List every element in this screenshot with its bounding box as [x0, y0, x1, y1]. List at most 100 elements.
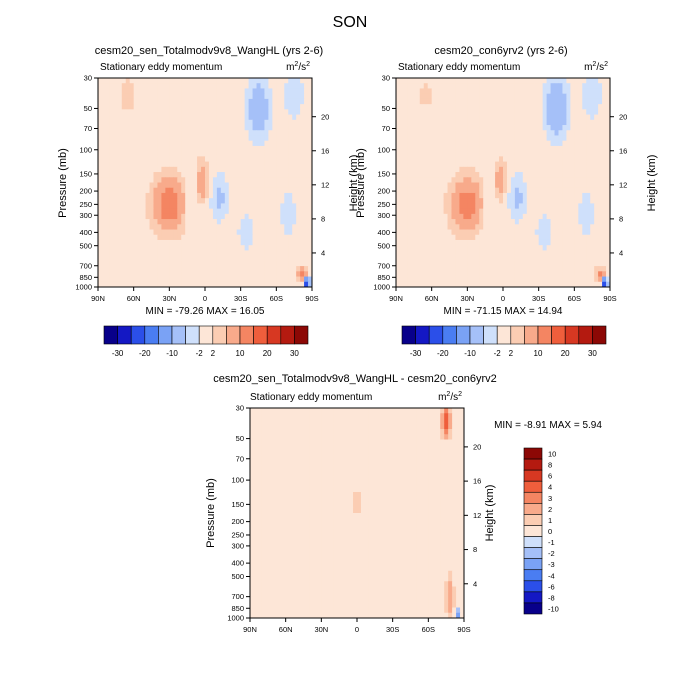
field-cell — [244, 130, 249, 136]
field-cell — [284, 219, 289, 225]
height-tick-label: 4 — [619, 249, 623, 258]
field-cell — [341, 423, 346, 430]
field-cell — [276, 88, 281, 95]
field-cell — [447, 151, 452, 157]
field-cell — [403, 260, 409, 267]
field-cell — [558, 125, 563, 131]
field-cell — [403, 104, 409, 110]
field-cell — [345, 429, 350, 435]
field-cell — [185, 250, 190, 257]
y-tick-label: 300 — [79, 211, 92, 220]
field-cell — [185, 266, 190, 272]
field-cell — [212, 83, 218, 89]
field-cell — [396, 119, 401, 126]
field-cell — [510, 104, 516, 110]
field-cell — [443, 125, 448, 131]
field-cell — [133, 145, 139, 152]
field-cell — [558, 98, 563, 105]
field-cell — [248, 130, 253, 136]
field-cell — [427, 255, 433, 262]
field-cell — [566, 172, 571, 178]
field-cell — [602, 130, 607, 136]
field-cell — [228, 119, 234, 126]
field-cell — [463, 109, 468, 115]
field-cell — [499, 109, 504, 115]
field-cell — [570, 104, 575, 110]
field-cell — [109, 213, 115, 220]
field-cell — [439, 245, 444, 251]
field-cell — [117, 166, 123, 173]
field-cell — [574, 234, 579, 241]
field-cell — [542, 109, 547, 115]
field-cell — [574, 161, 579, 168]
field-cell — [542, 239, 547, 246]
field-cell — [121, 130, 127, 136]
field-cell — [432, 408, 437, 414]
field-cell — [526, 172, 532, 178]
field-cell — [475, 229, 480, 236]
field-cell — [526, 130, 532, 136]
field-cell — [463, 83, 468, 89]
field-cell — [109, 140, 115, 147]
field-cell — [586, 219, 591, 225]
field-cell — [197, 245, 202, 251]
field-cell — [392, 418, 398, 425]
field-cell — [558, 213, 563, 220]
field-cell — [518, 208, 524, 215]
field-cell — [216, 78, 222, 84]
colorbar-swatch — [428, 325, 444, 345]
field-cell — [503, 187, 508, 194]
field-cell — [197, 250, 202, 257]
field-cell — [232, 135, 238, 142]
field-cell — [357, 444, 362, 451]
field-cell — [197, 161, 202, 168]
field-cell — [161, 255, 166, 262]
field-cell — [451, 93, 456, 100]
field-cell — [451, 114, 456, 121]
field-cell — [526, 276, 532, 283]
field-cell — [256, 213, 261, 220]
field-cell — [447, 208, 452, 215]
field-cell — [109, 260, 115, 267]
field-cell — [420, 434, 425, 440]
field-cell — [399, 161, 405, 168]
field-cell — [169, 177, 174, 183]
field-cell — [321, 434, 326, 440]
field-cell — [193, 239, 198, 246]
field-cell — [141, 104, 146, 110]
field-cell — [276, 208, 281, 215]
field-cell — [403, 239, 409, 246]
field-cell — [439, 229, 444, 236]
field-cell — [109, 109, 115, 115]
field-cell — [534, 255, 540, 262]
field-cell — [526, 78, 532, 84]
field-cell — [451, 109, 456, 115]
field-cell — [189, 281, 194, 288]
field-cell — [510, 208, 516, 215]
field-cell — [153, 161, 158, 168]
field-cell — [415, 172, 421, 178]
field-cell — [403, 88, 409, 95]
field-cell — [558, 156, 563, 163]
field-cell — [459, 213, 464, 220]
field-cell — [236, 208, 242, 215]
field-cell — [590, 224, 595, 230]
field-cell — [526, 260, 532, 267]
field-cell — [129, 224, 135, 230]
field-cell — [157, 271, 162, 277]
field-cell — [471, 104, 476, 110]
field-cell — [220, 281, 226, 288]
field-cell — [546, 98, 551, 105]
field-cell — [220, 98, 226, 105]
field-cell — [534, 203, 540, 210]
field-cell — [300, 198, 305, 204]
field-cell — [284, 266, 289, 272]
field-cell — [514, 130, 520, 136]
field-cell — [133, 213, 139, 220]
field-cell — [197, 213, 202, 220]
field-cell — [250, 444, 255, 451]
field-cell — [173, 203, 178, 210]
field-cell — [169, 140, 174, 147]
field-cell — [300, 83, 305, 89]
field-cell — [244, 192, 249, 199]
